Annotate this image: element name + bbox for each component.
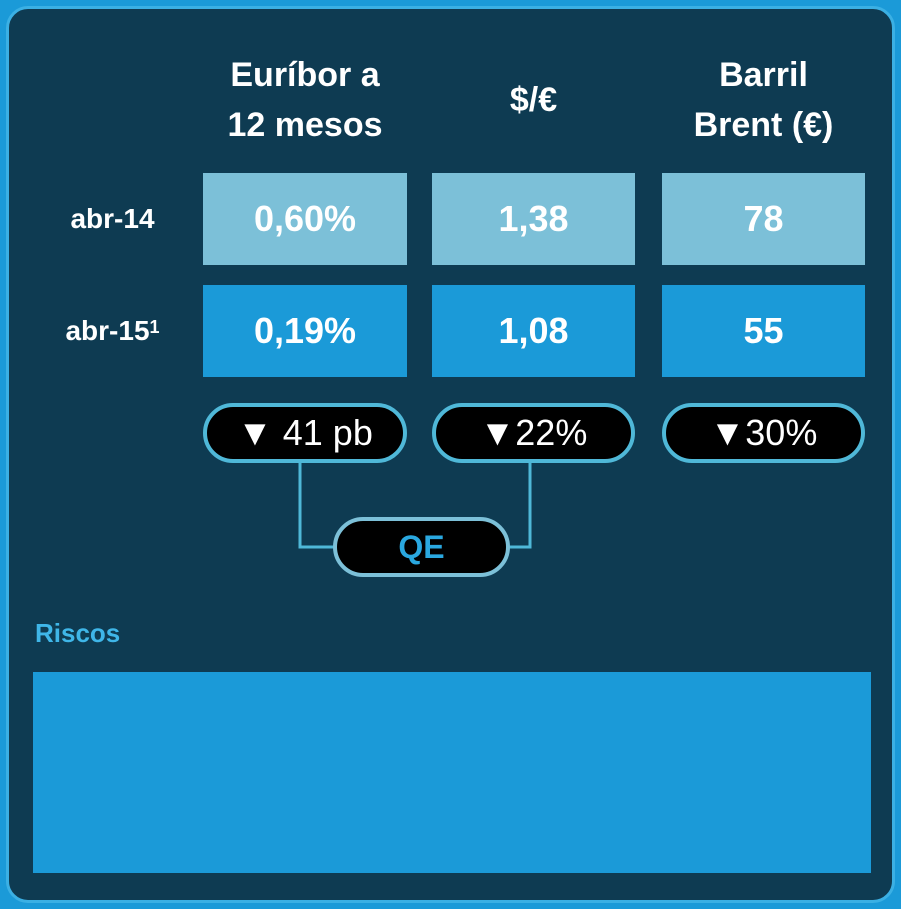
qe-pill: QE [333,517,510,577]
row-label: abr-15 1 [30,285,195,377]
change-pill: ▼30% [662,403,865,463]
risks-box [33,672,871,873]
change-pill: ▼22% [432,403,635,463]
connector [508,462,532,549]
row-label: abr-14 [30,173,195,265]
column-header: Barril Brent (€) [693,56,834,144]
column-header: $/€ [509,81,558,119]
value-cell: 78 [662,173,865,265]
value-cell: 55 [662,285,865,377]
value-cell: 1,38 [432,173,635,265]
footnote-mark: 1 [149,316,160,337]
risks-title: Riscos [35,618,121,648]
row-label-text: abr-14 [70,203,155,234]
value-cell: 0,19% [203,285,407,377]
connector [298,462,335,549]
column-header: Euríbor a 12 mesos [227,56,383,144]
value-cell: 0,60% [203,173,407,265]
change-pill: ▼ 41 pb [203,403,407,463]
value-cell: 1,08 [432,285,635,377]
row-label-text: abr-15 [65,315,150,346]
